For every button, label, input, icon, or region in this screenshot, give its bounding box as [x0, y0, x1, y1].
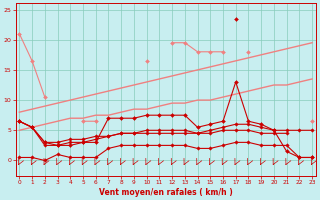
X-axis label: Vent moyen/en rafales ( km/h ): Vent moyen/en rafales ( km/h ): [99, 188, 233, 197]
